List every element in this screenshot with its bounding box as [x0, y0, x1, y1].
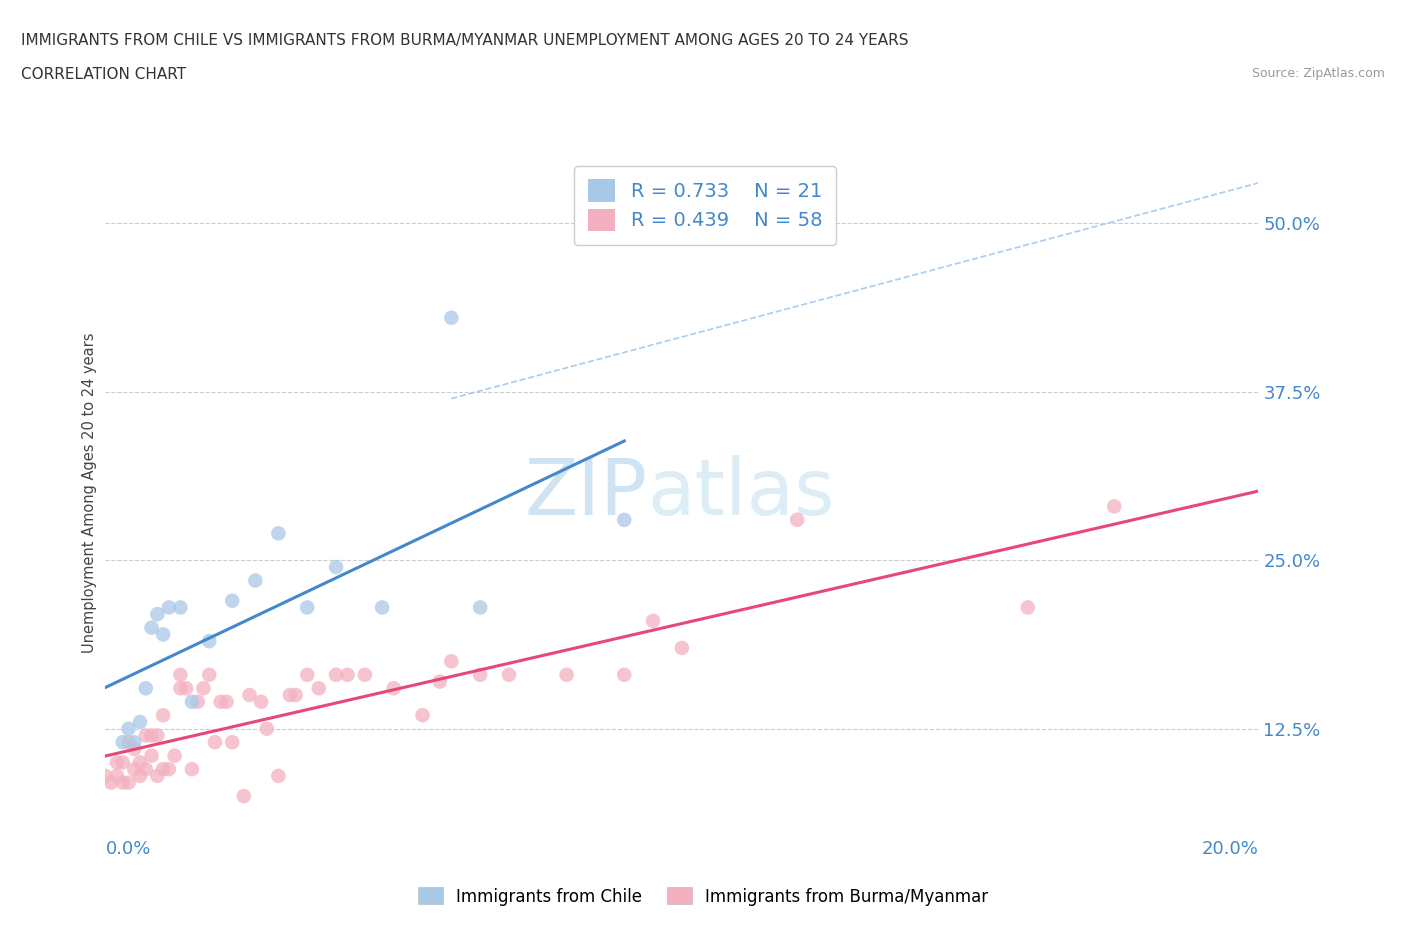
Point [198, 668, 221, 683]
Point [129, 768, 152, 783]
Point [250, 695, 273, 710]
Point [284, 687, 307, 702]
Point [1017, 600, 1039, 615]
Point [141, 728, 163, 743]
Point [239, 687, 262, 702]
Point [105, 755, 128, 770]
Point [613, 668, 636, 683]
Text: IMMIGRANTS FROM CHILE VS IMMIGRANTS FROM BURMA/MYANMAR UNEMPLOYMENT AMONG AGES 2: IMMIGRANTS FROM CHILE VS IMMIGRANTS FROM… [21, 33, 908, 47]
Point [440, 654, 463, 669]
Point [221, 593, 243, 608]
Y-axis label: Unemployment Among Ages 20 to 24 years: Unemployment Among Ages 20 to 24 years [82, 333, 97, 653]
Point [152, 708, 174, 723]
Point [336, 668, 359, 683]
Point [1102, 498, 1125, 513]
Point [124, 735, 146, 750]
Point [267, 525, 290, 540]
Point [412, 708, 434, 723]
Point [129, 755, 152, 770]
Point [135, 681, 157, 696]
Point [555, 668, 578, 683]
Point [297, 668, 319, 683]
Point [174, 681, 197, 696]
Point [146, 768, 169, 783]
Point [157, 762, 180, 777]
Point [124, 762, 146, 777]
Point [169, 600, 191, 615]
Point [129, 714, 152, 729]
Point [111, 776, 134, 790]
Point [135, 728, 157, 743]
Legend: R = 0.733    N = 21, R = 0.439    N = 58: R = 0.733 N = 21, R = 0.439 N = 58 [574, 166, 835, 245]
Text: 20.0%: 20.0% [1202, 840, 1258, 857]
Point [163, 749, 186, 764]
Point [204, 735, 226, 750]
Point [169, 668, 191, 683]
Point [117, 776, 139, 790]
Point [141, 620, 163, 635]
Point [181, 762, 204, 777]
Point [671, 641, 693, 656]
Point [643, 614, 665, 629]
Point [105, 768, 128, 783]
Point [111, 755, 134, 770]
Point [215, 695, 238, 710]
Point [152, 627, 174, 642]
Point [382, 681, 405, 696]
Point [124, 741, 146, 756]
Point [221, 735, 243, 750]
Point [245, 573, 267, 588]
Point [100, 776, 122, 790]
Text: Source: ZipAtlas.com: Source: ZipAtlas.com [1251, 67, 1385, 80]
Text: CORRELATION CHART: CORRELATION CHART [21, 67, 186, 82]
Point [613, 512, 636, 527]
Text: 0.0%: 0.0% [105, 840, 150, 857]
Point [297, 600, 319, 615]
Point [187, 695, 209, 710]
Point [325, 668, 347, 683]
Point [267, 768, 290, 783]
Point [498, 668, 520, 683]
Point [198, 633, 221, 648]
Point [470, 668, 492, 683]
Point [94, 768, 117, 783]
Point [193, 681, 215, 696]
Point [181, 695, 204, 710]
Point [325, 560, 347, 575]
Point [152, 762, 174, 777]
Point [371, 600, 394, 615]
Point [429, 674, 451, 689]
Point [157, 600, 180, 615]
Point [169, 681, 191, 696]
Point [308, 681, 330, 696]
Point [786, 512, 808, 527]
Point [209, 695, 232, 710]
Legend: Immigrants from Chile, Immigrants from Burma/Myanmar: Immigrants from Chile, Immigrants from B… [412, 883, 994, 910]
Point [135, 762, 157, 777]
Point [117, 722, 139, 737]
Point [278, 687, 301, 702]
Point [354, 668, 377, 683]
Point [232, 789, 254, 804]
Point [111, 735, 134, 750]
Point [146, 606, 169, 621]
Point [146, 728, 169, 743]
Point [440, 311, 463, 325]
Text: ZIP: ZIP [524, 455, 647, 531]
Text: atlas: atlas [647, 455, 835, 531]
Point [141, 749, 163, 764]
Point [117, 735, 139, 750]
Point [470, 600, 492, 615]
Point [256, 722, 278, 737]
